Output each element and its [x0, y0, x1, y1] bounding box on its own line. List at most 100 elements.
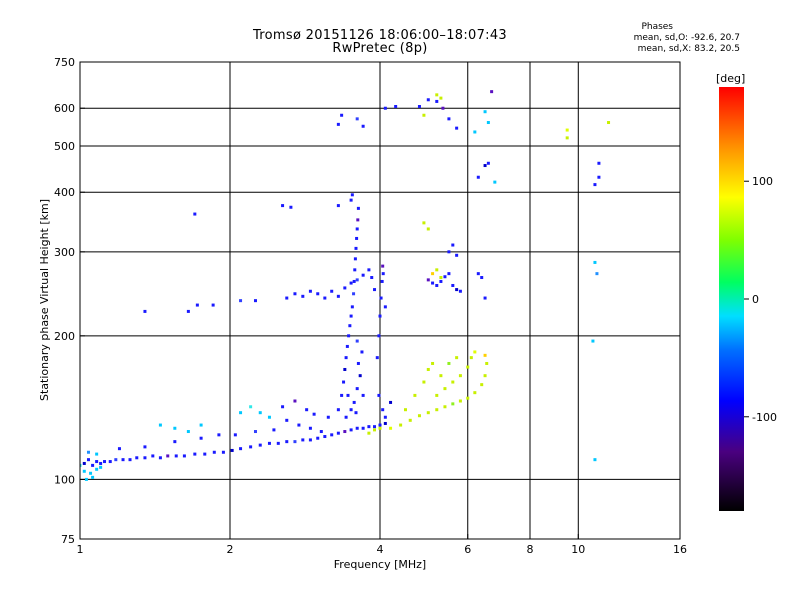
data-point	[443, 405, 447, 409]
data-point	[466, 365, 470, 369]
data-point	[336, 294, 340, 298]
data-point	[381, 408, 385, 412]
data-point	[455, 356, 459, 360]
data-point	[193, 452, 197, 456]
data-point	[439, 279, 443, 283]
data-point	[82, 461, 86, 465]
data-point	[348, 324, 352, 328]
data-point	[343, 367, 347, 371]
data-point	[267, 441, 271, 445]
data-point	[312, 412, 316, 416]
data-point	[483, 110, 487, 114]
data-point	[451, 243, 455, 247]
data-point	[349, 198, 353, 202]
data-point	[485, 361, 489, 365]
data-point	[346, 393, 350, 397]
data-point	[203, 452, 207, 456]
data-point	[493, 180, 497, 184]
data-point	[95, 460, 99, 464]
data-point	[426, 98, 430, 102]
data-point	[293, 292, 297, 296]
data-point	[455, 288, 459, 292]
data-point	[358, 374, 362, 378]
data-point	[355, 426, 359, 430]
data-point	[86, 450, 90, 454]
data-point	[422, 113, 426, 117]
data-point	[367, 431, 371, 435]
data-point	[483, 296, 487, 300]
data-point	[417, 414, 421, 418]
data-point	[383, 106, 387, 110]
data-point	[381, 272, 385, 276]
data-point	[253, 430, 257, 434]
data-point	[297, 423, 301, 427]
data-point	[490, 90, 494, 94]
data-point	[431, 281, 435, 285]
colorbar-ticks: 100 0 -100	[744, 175, 777, 424]
data-point	[375, 356, 379, 360]
data-point	[565, 136, 569, 140]
data-point	[378, 314, 382, 318]
x-tick-label: 10	[571, 543, 585, 556]
data-point	[343, 286, 347, 290]
data-point	[565, 128, 569, 132]
data-point	[89, 471, 93, 475]
data-point	[361, 393, 365, 397]
data-point	[158, 456, 162, 460]
colorbar-unit: [deg]	[716, 72, 745, 85]
data-point	[344, 356, 348, 360]
data-point	[336, 431, 340, 435]
data-point	[591, 339, 595, 343]
data-point	[212, 450, 216, 454]
data-point	[431, 361, 435, 365]
data-point	[330, 289, 334, 293]
data-point	[276, 441, 280, 445]
data-point	[128, 458, 132, 462]
data-point	[458, 289, 462, 293]
data-point	[373, 288, 377, 292]
y-tick-label: 75	[61, 533, 75, 546]
data-point	[383, 421, 387, 425]
data-point	[143, 445, 147, 449]
data-point	[441, 106, 445, 110]
data-point	[355, 339, 359, 343]
data-point	[249, 405, 253, 409]
data-point	[435, 93, 439, 97]
data-point	[473, 130, 477, 134]
data-point	[258, 443, 262, 447]
data-point	[316, 292, 320, 296]
data-point	[354, 411, 358, 415]
data-point	[426, 367, 430, 371]
data-point	[352, 279, 356, 283]
data-point	[349, 314, 353, 318]
data-point	[330, 433, 334, 437]
colorbar-tick-label: 0	[752, 293, 759, 306]
data-point	[355, 236, 359, 240]
data-point	[353, 257, 357, 261]
data-point	[360, 350, 364, 354]
data-point	[607, 121, 611, 125]
data-point	[426, 411, 430, 415]
x-tick-label: 2	[227, 543, 234, 556]
data-point	[379, 296, 383, 300]
data-point	[174, 454, 178, 458]
data-point	[355, 387, 359, 391]
data-point	[486, 121, 490, 125]
data-point	[308, 438, 312, 442]
data-point	[308, 289, 312, 293]
data-point	[272, 428, 276, 432]
data-point	[336, 204, 340, 208]
data-point	[173, 426, 177, 430]
x-tick-label: 1	[77, 543, 84, 556]
data-point	[301, 294, 305, 298]
data-point	[356, 206, 360, 210]
data-point	[316, 436, 320, 440]
data-point	[342, 380, 346, 384]
data-point	[211, 303, 215, 307]
data-point	[340, 393, 344, 397]
x-tick-label: 4	[377, 543, 384, 556]
data-point	[86, 458, 90, 462]
colorbar-tick-label: 100	[752, 175, 773, 188]
data-point	[378, 423, 382, 427]
y-tick-label: 600	[54, 102, 75, 115]
